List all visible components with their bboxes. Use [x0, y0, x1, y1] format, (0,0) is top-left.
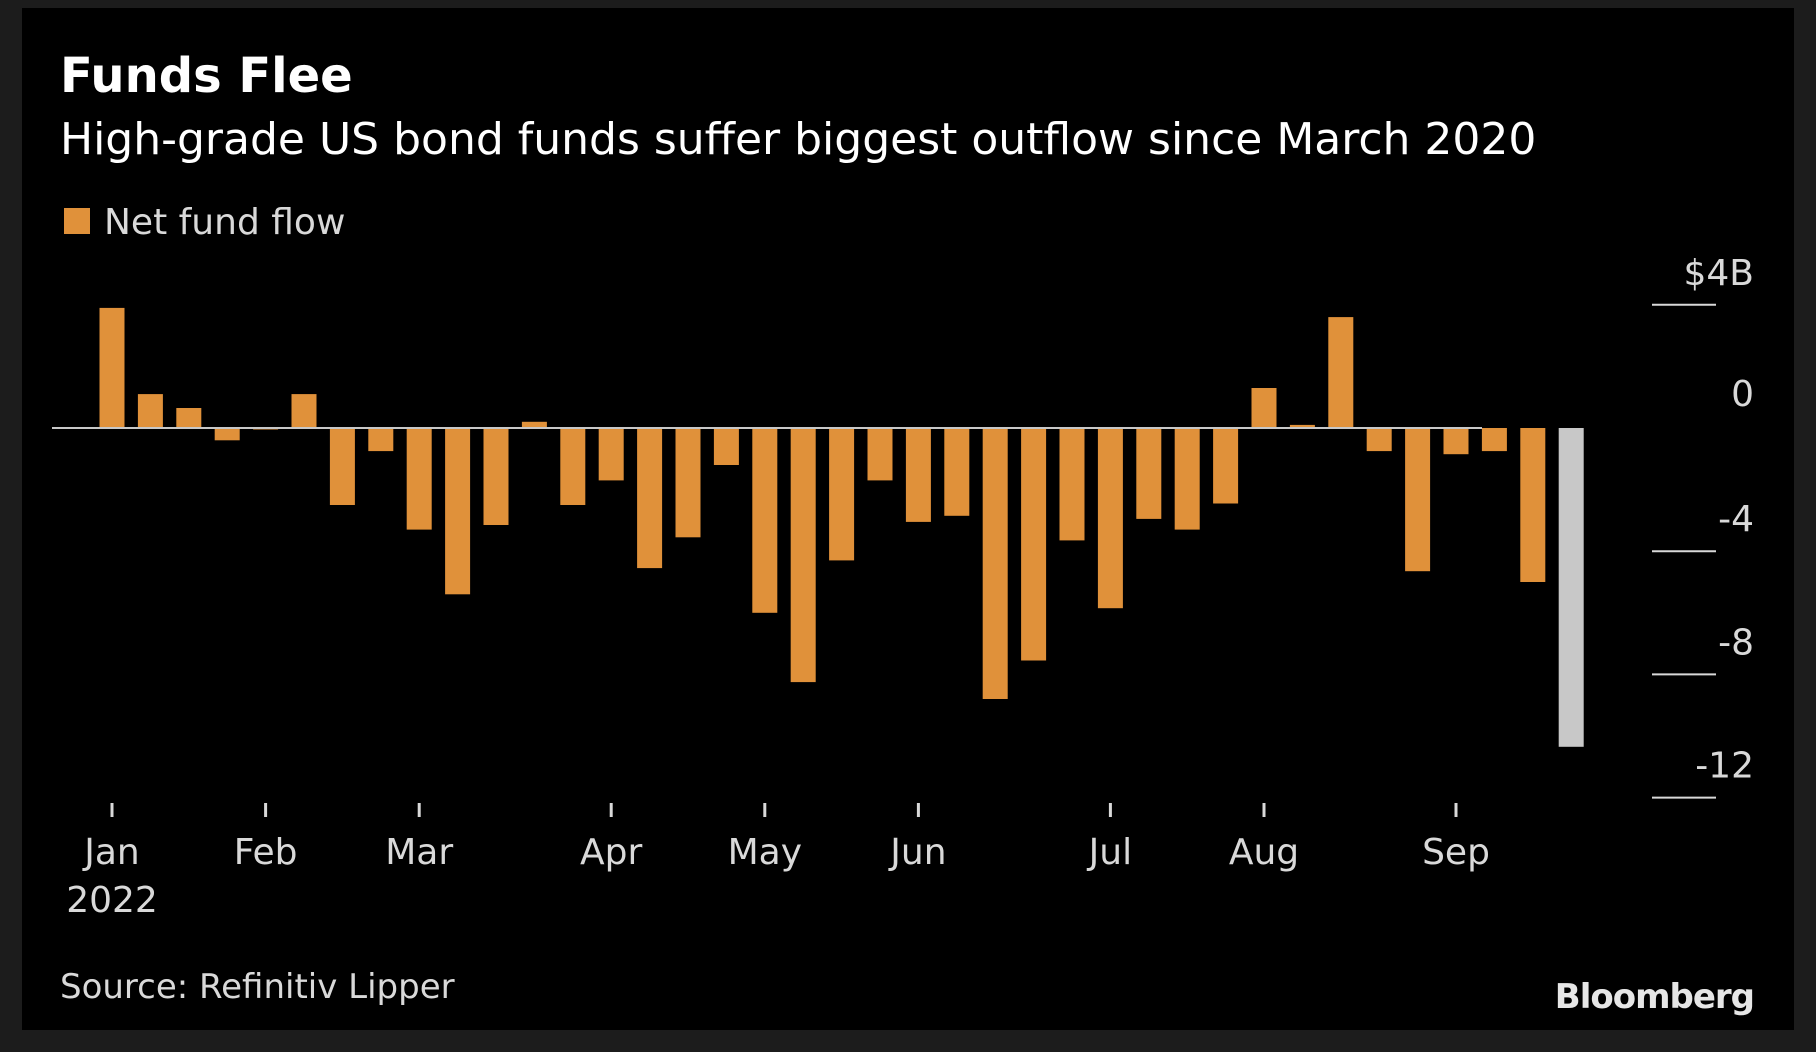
bar [905, 428, 931, 522]
bloomberg-logo: Bloomberg [1555, 977, 1754, 1017]
bar [214, 428, 240, 441]
bar [1136, 428, 1162, 519]
bar [1443, 428, 1469, 455]
chart-canvas: Funds Flee High-grade US bond funds suff… [52, 48, 1755, 1017]
bar [291, 394, 317, 428]
legend-swatch [64, 208, 90, 234]
bar [329, 428, 355, 505]
y-tick-label: 0 [1731, 374, 1754, 415]
bar [637, 428, 663, 569]
bar [1174, 428, 1200, 530]
bar [1021, 428, 1047, 661]
bar [829, 428, 855, 561]
bar [1520, 428, 1546, 582]
y-tick-label: -4 [1718, 499, 1754, 540]
x-tick-label: Feb [234, 832, 298, 873]
legend-label: Net fund flow [104, 202, 345, 243]
bar [1213, 428, 1239, 504]
bar [1328, 317, 1354, 428]
bar [944, 428, 970, 516]
x-tick-label: Jan [82, 832, 140, 873]
bar [598, 428, 624, 481]
bar [1481, 428, 1507, 452]
legend: Net fund flow [64, 202, 345, 243]
chart-subtitle: High-grade US bond funds suffer biggest … [60, 114, 1536, 165]
bar [867, 428, 893, 481]
bar [445, 428, 471, 595]
x-axis: Jan 2022 Feb Mar Apr May Jun Jul Aug Sep [66, 803, 1490, 921]
bar [176, 408, 202, 428]
y-tick-label: -8 [1718, 622, 1754, 663]
bar [790, 428, 816, 683]
bar [675, 428, 701, 538]
chart-title: Funds Flee [60, 48, 353, 104]
bar [1405, 428, 1431, 572]
x-tick-label: Mar [385, 832, 453, 873]
bar [521, 421, 547, 428]
x-year-label: 2022 [66, 880, 158, 921]
bar [483, 428, 509, 525]
bar [1059, 428, 1085, 541]
bar [406, 428, 432, 530]
plot-area [52, 307, 1584, 747]
bar [368, 428, 394, 452]
bar [1366, 428, 1392, 452]
x-tick-label: May [728, 832, 802, 873]
bar [1097, 428, 1123, 609]
bar [752, 428, 778, 613]
y-tick-label: $4B [1683, 253, 1754, 294]
bar [982, 428, 1008, 699]
bar [713, 428, 739, 465]
y-tick-label: -12 [1695, 746, 1754, 787]
x-tick-label: Jun [888, 832, 946, 873]
x-tick-label: Aug [1229, 832, 1299, 873]
x-tick-label: Apr [580, 832, 642, 873]
bar [137, 394, 163, 428]
x-tick-label: Jul [1087, 832, 1132, 873]
bar [1289, 424, 1315, 428]
bar [99, 307, 125, 428]
y-axis: $4B 0 -4 -8 -12 [1652, 253, 1754, 799]
bar-latest-week [1558, 428, 1584, 747]
source-note: Source: Refinitiv Lipper [60, 967, 455, 1007]
x-tick-label: Sep [1422, 832, 1490, 873]
bar [560, 428, 586, 505]
bar [1251, 388, 1277, 428]
chart-card: Funds Flee High-grade US bond funds suff… [22, 8, 1794, 1030]
